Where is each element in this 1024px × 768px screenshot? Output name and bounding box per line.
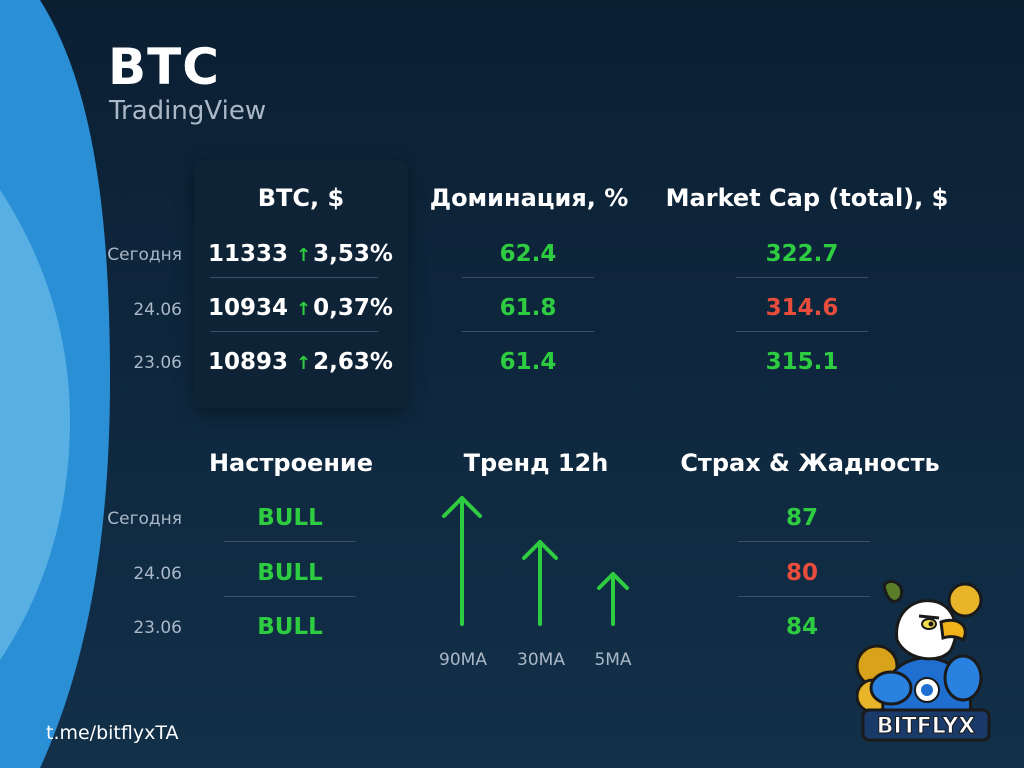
divider [462,331,594,332]
sentiment-value-2406: BULL [257,560,323,586]
market-cap-value-today: 322.7 [765,241,839,267]
telegram-link[interactable]: t.me/bitflyxTA [46,722,179,744]
divider [736,277,868,278]
row-label-today: Сегодня [107,509,182,529]
btc-row-2406: 10934 ↑0,37% [208,295,393,321]
arrow-up-icon [522,540,558,626]
dominance-value-2406: 61.8 [499,295,557,321]
arrow-up-icon: ↑ [296,245,312,266]
btc-change: 2,63% [313,349,393,375]
fear-greed-column-header: Страх & Жадность [680,449,940,477]
divider [736,331,868,332]
page-title: BTC [108,38,220,96]
arrow-up-icon [442,496,482,626]
divider [738,596,870,597]
bitflyx-logo: BITFLYX [855,580,991,742]
row-label-2306: 23.06 [133,353,182,373]
divider [210,331,378,332]
market-cap-value-2306: 315.1 [765,349,839,375]
trend-arrows [442,496,629,626]
arrow-up-icon: ↑ [296,353,312,374]
ma-label-90: 90MA [439,650,487,670]
divider [738,541,870,542]
page-subtitle: TradingView [109,96,267,126]
btc-change: 0,37% [313,295,393,321]
divider [462,277,594,278]
dominance-column-header: Доминация, % [429,184,629,212]
dominance-value-2306: 61.4 [499,349,557,375]
row-label-today: Сегодня [107,245,182,265]
divider [210,277,378,278]
fear-greed-value-2406: 80 [785,560,818,586]
sentiment-column-header: Настроение [208,449,374,477]
ma-label-5: 5MA [594,650,632,670]
arrow-up-icon: ↑ [296,299,312,320]
fear-greed-value-2306: 84 [785,614,818,640]
divider [224,541,356,542]
dominance-value-today: 62.4 [499,241,557,267]
logo-text: BITFLYX [877,714,976,739]
row-label-2406: 24.06 [133,300,182,320]
btc-panel [194,160,408,408]
market-cap-value-2406: 314.6 [765,295,839,321]
btc-price: 10934 [208,295,289,321]
sentiment-value-2306: BULL [257,614,323,640]
market-cap-column-header: Market Cap (total), $ [665,184,949,212]
divider [224,596,356,597]
ma-label-30: 30MA [517,650,565,670]
trend-column-header: Тренд 12h [463,449,609,477]
btc-row-today: 11333 ↑3,53% [208,241,393,267]
btc-change: 3,53% [313,241,393,267]
fear-greed-value-today: 87 [785,505,818,531]
arrow-up-icon [597,572,629,626]
btc-price: 11333 [208,241,289,267]
row-label-2306: 23.06 [133,618,182,638]
btc-column-header: BTC, $ [257,184,345,212]
btc-price: 10893 [208,349,289,375]
sentiment-value-today: BULL [257,505,323,531]
row-label-2406: 24.06 [133,564,182,584]
background-swoosh [0,0,110,768]
btc-row-2306: 10893 ↑2,63% [208,349,393,375]
